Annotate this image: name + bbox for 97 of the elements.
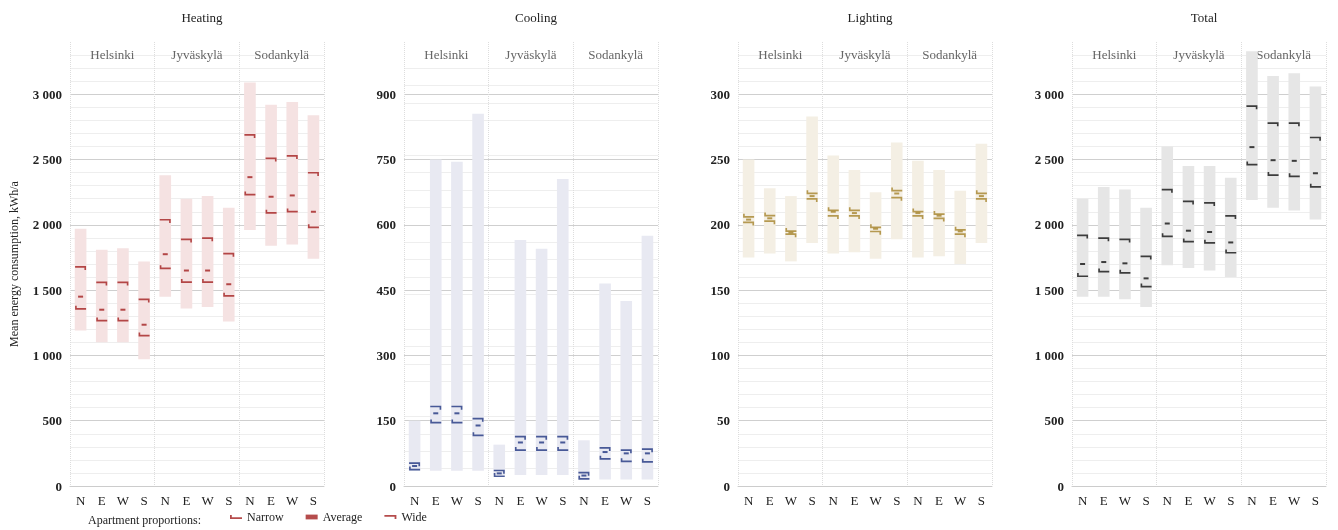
chart-title: Heating bbox=[181, 10, 224, 25]
x-tick-label: N bbox=[494, 493, 505, 508]
y-tick-label: 300 bbox=[376, 347, 396, 363]
y-tick-label: 1 000 bbox=[1034, 347, 1064, 363]
x-tick-label: W bbox=[1118, 493, 1132, 508]
y-tick-label: 250 bbox=[710, 152, 730, 168]
x-tick-label: E bbox=[765, 493, 774, 508]
x-tick-label: E bbox=[601, 493, 610, 508]
x-tick-label: S bbox=[225, 493, 233, 508]
x-tick-label: S bbox=[309, 493, 318, 508]
x-tick-label: E bbox=[850, 493, 859, 508]
x-tick-label: N bbox=[1077, 493, 1088, 508]
y-tick-label: 450 bbox=[376, 282, 396, 298]
x-tick-label: W bbox=[954, 493, 968, 508]
y-tick-label: 2 000 bbox=[1034, 217, 1064, 233]
legend-label: Narrow bbox=[247, 510, 284, 524]
y-axis-title: Mean energy consumption, kWh/a bbox=[7, 180, 21, 347]
x-tick-label: N bbox=[913, 493, 924, 508]
x-tick-label: S bbox=[643, 493, 652, 508]
x-tick-label: E bbox=[935, 493, 944, 508]
chart-title: Total bbox=[1190, 10, 1218, 25]
x-tick-label: W bbox=[450, 493, 464, 508]
y-tick-label: 100 bbox=[710, 347, 730, 363]
annotation: Helsinki bbox=[90, 47, 135, 62]
y-tick-label: 0 bbox=[389, 478, 396, 494]
x-tick-label: E bbox=[1269, 493, 1278, 508]
annotation: Helsinki bbox=[1092, 47, 1137, 62]
x-tick-label: N bbox=[828, 493, 839, 508]
x-tick-label: S bbox=[559, 493, 567, 508]
x-tick-label: E bbox=[182, 493, 191, 508]
x-tick-label: N bbox=[1162, 493, 1173, 508]
y-tick-label: 3 000 bbox=[1034, 86, 1064, 102]
chart-title: Cooling bbox=[515, 10, 558, 25]
y-tick-label: 600 bbox=[376, 217, 396, 233]
x-tick-label: E bbox=[97, 493, 106, 508]
y-tick-label: 150 bbox=[710, 282, 730, 298]
x-tick-label: N bbox=[75, 493, 86, 508]
x-tick-label: N bbox=[409, 493, 420, 508]
y-tick-label: 0 bbox=[723, 478, 730, 494]
annotation: Sodankylä bbox=[922, 47, 978, 62]
legend-title: Apartment proportions: bbox=[88, 513, 201, 527]
x-tick-label: W bbox=[1288, 493, 1302, 508]
x-tick-label: W bbox=[286, 493, 300, 508]
y-tick-label: 3 000 bbox=[32, 86, 62, 102]
x-tick-label: S bbox=[1227, 493, 1235, 508]
y-tick-label: 300 bbox=[710, 86, 730, 102]
chart-title: Lighting bbox=[847, 10, 893, 25]
annotation: Jyväskylä bbox=[1173, 47, 1225, 62]
y-tick-label: 0 bbox=[1057, 478, 1064, 494]
x-tick-label: S bbox=[474, 493, 482, 508]
x-tick-label: W bbox=[201, 493, 215, 508]
y-tick-label: 750 bbox=[376, 152, 396, 168]
annotation: Jyväskylä bbox=[839, 47, 891, 62]
x-tick-label: N bbox=[1247, 493, 1258, 508]
annotation: Jyväskylä bbox=[171, 47, 223, 62]
x-tick-label: S bbox=[977, 493, 986, 508]
x-tick-label: S bbox=[893, 493, 901, 508]
x-tick-label: S bbox=[1142, 493, 1150, 508]
y-tick-label: 2 500 bbox=[1034, 152, 1064, 168]
x-tick-label: E bbox=[516, 493, 525, 508]
y-tick-label: 500 bbox=[42, 413, 62, 429]
legend-label: Wide bbox=[401, 510, 427, 524]
y-tick-label: 200 bbox=[710, 217, 730, 233]
x-tick-label: W bbox=[620, 493, 634, 508]
legend-label: Average bbox=[322, 510, 363, 524]
x-tick-label: E bbox=[1099, 493, 1108, 508]
x-tick-label: S bbox=[808, 493, 816, 508]
x-tick-label: W bbox=[535, 493, 549, 508]
y-tick-label: 50 bbox=[717, 413, 730, 429]
annotation: Sodankylä bbox=[254, 47, 310, 62]
x-tick-label: W bbox=[1203, 493, 1217, 508]
y-tick-label: 900 bbox=[376, 86, 396, 102]
y-tick-label: 150 bbox=[376, 413, 396, 429]
annotation: Helsinki bbox=[424, 47, 469, 62]
annotation: Jyväskylä bbox=[505, 47, 557, 62]
x-tick-label: S bbox=[1311, 493, 1320, 508]
x-tick-label: W bbox=[116, 493, 130, 508]
x-tick-label: N bbox=[245, 493, 256, 508]
x-tick-label: E bbox=[431, 493, 440, 508]
annotation: Sodankylä bbox=[1256, 47, 1312, 62]
x-tick-label: W bbox=[869, 493, 883, 508]
y-tick-label: 500 bbox=[1044, 413, 1064, 429]
annotation: Sodankylä bbox=[588, 47, 644, 62]
y-tick-label: 2 000 bbox=[32, 217, 62, 233]
y-tick-label: 1 000 bbox=[32, 347, 62, 363]
annotation: Helsinki bbox=[758, 47, 803, 62]
x-tick-label: E bbox=[1184, 493, 1193, 508]
x-tick-label: N bbox=[160, 493, 171, 508]
x-tick-label: E bbox=[267, 493, 276, 508]
x-tick-label: N bbox=[579, 493, 590, 508]
y-tick-label: 1 500 bbox=[1034, 282, 1064, 298]
x-tick-label: S bbox=[140, 493, 148, 508]
x-tick-label: N bbox=[743, 493, 754, 508]
x-tick-label: W bbox=[784, 493, 798, 508]
y-tick-label: 1 500 bbox=[32, 282, 62, 298]
y-tick-label: 0 bbox=[55, 478, 62, 494]
y-tick-label: 2 500 bbox=[32, 152, 62, 168]
